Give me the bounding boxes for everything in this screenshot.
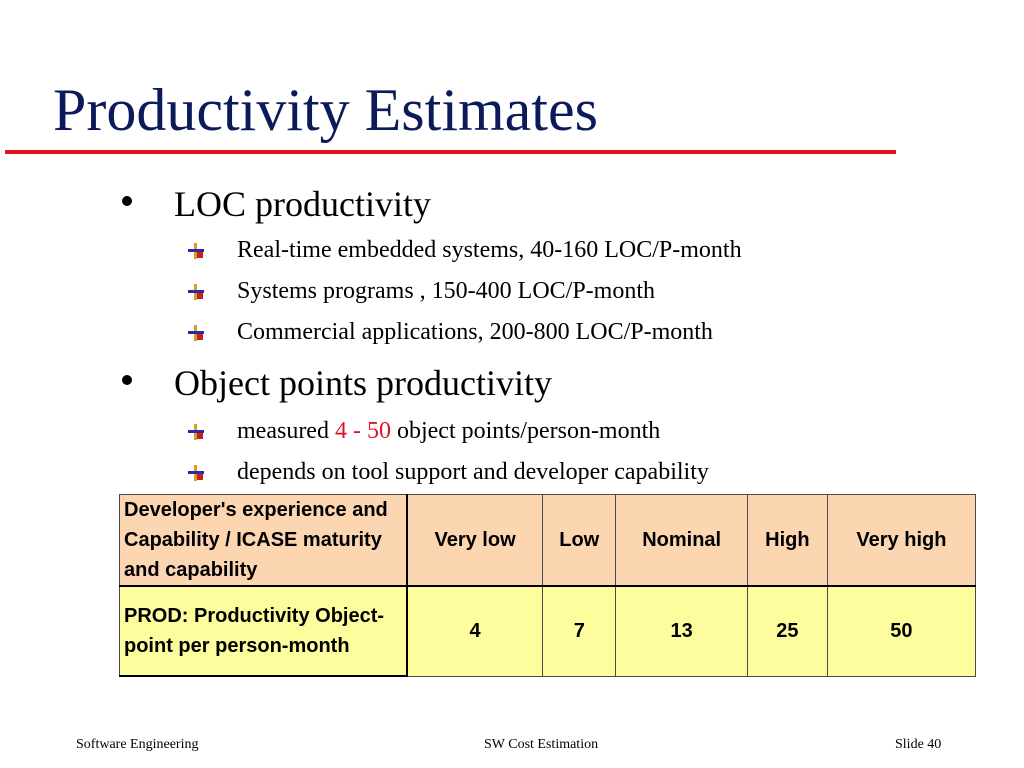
subbullet-text: depends on tool support and developer ca…	[237, 459, 709, 485]
subbullet-text: Real-time embedded systems, 40-160 LOC/P…	[237, 237, 742, 263]
highlighted-range: 4 - 50	[334, 418, 391, 444]
table-cell: 4	[406, 585, 544, 677]
table-cell: 7	[542, 585, 617, 677]
sub-bullet-icon	[188, 243, 204, 259]
table-row: PROD: Productivity Object-point per pers…	[119, 585, 977, 677]
bullet-text: LOC productivity	[174, 184, 431, 224]
bullet-dot-icon	[122, 375, 132, 385]
table-header-cell: Low	[542, 494, 617, 587]
table-cell: 25	[746, 585, 828, 677]
footer-center: SW Cost Estimation	[484, 737, 599, 752]
sub-bullet-icon	[188, 325, 204, 341]
subbullet-text: Systems programs , 150-400 LOC/P-month	[237, 278, 655, 304]
title-underline	[5, 150, 896, 154]
table-header-cell: Nominal	[615, 494, 748, 587]
sub-bullet-icon	[188, 284, 204, 300]
table-header-cell: Developer's experience and Capability / …	[119, 494, 408, 587]
sub-bullet-icon	[188, 424, 204, 440]
table-header-row: Developer's experience and Capability / …	[119, 494, 977, 587]
subbullet-text-after: object points/person-month	[390, 418, 661, 444]
table-header-cell: High	[746, 494, 828, 587]
footer-slide-number: Slide 40	[895, 737, 942, 752]
table-cell: 13	[615, 585, 748, 677]
footer-left: Software Engineering	[76, 737, 199, 752]
subbullet-text-before: measured	[237, 418, 335, 444]
sub-bullet-icon	[188, 465, 204, 481]
table-header-cell: Very high	[826, 494, 977, 587]
subbullet-text: measured 4 - 50 object points/person-mon…	[237, 419, 660, 443]
table-header-cell: Very low	[406, 494, 544, 587]
bullet-text: Object points productivity	[174, 363, 552, 403]
subbullet-text: Commercial applications, 200-800 LOC/P-m…	[237, 319, 713, 345]
bullet-dot-icon	[122, 196, 132, 206]
table-row-label: PROD: Productivity Object-point per pers…	[119, 585, 408, 677]
slide-title: Productivity Estimates	[53, 77, 598, 143]
productivity-table: Developer's experience and Capability / …	[119, 494, 977, 677]
table-cell: 50	[826, 585, 977, 677]
